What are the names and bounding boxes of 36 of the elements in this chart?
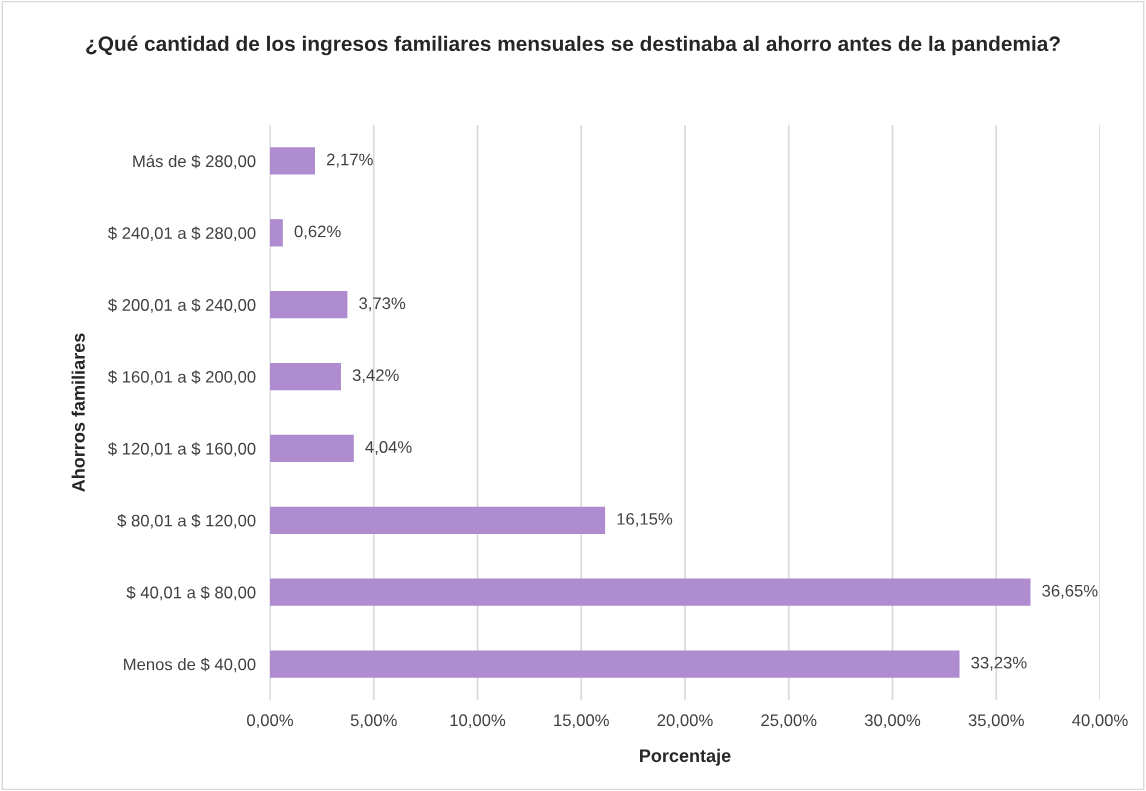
data-label: 3,73% bbox=[359, 297, 406, 312]
data-label: 16,15% bbox=[617, 512, 673, 527]
x-tick-label: 5,00% bbox=[350, 714, 397, 729]
data-label: 4,04% bbox=[365, 441, 412, 455]
y-tick-label: Más de $ 280,00 bbox=[133, 154, 256, 170]
x-tick-label: 25,00% bbox=[761, 714, 817, 729]
x-axis-title: Porcentaje bbox=[640, 748, 731, 766]
bar bbox=[270, 506, 606, 534]
y-tick-label: $ 240,01 a $ 280,00 bbox=[108, 226, 256, 241]
y-tick-label: $ 40,01 a $ 80,00 bbox=[126, 585, 256, 601]
y-tick-label: $ 80,01 a $ 120,00 bbox=[117, 514, 256, 529]
bar bbox=[270, 578, 1031, 606]
y-tick-label: $ 200,01 a $ 240,00 bbox=[108, 298, 256, 313]
data-label: 2,17% bbox=[326, 153, 373, 168]
x-tick-label: 10,00% bbox=[450, 714, 506, 729]
x-tick-label: 30,00% bbox=[864, 714, 921, 729]
bar bbox=[270, 219, 283, 247]
x-tick-label: 20,00% bbox=[657, 714, 713, 729]
data-label: 33,23% bbox=[971, 656, 1027, 671]
data-label: 36,65% bbox=[1042, 584, 1098, 599]
y-tick-label: Menos de $ 40,00 bbox=[124, 657, 256, 673]
bar bbox=[270, 650, 960, 678]
y-axis-title: Ahorros familiares bbox=[71, 333, 85, 492]
x-tick-label: 40,00% bbox=[1072, 714, 1128, 729]
data-label: 3,42% bbox=[352, 369, 399, 384]
bar bbox=[270, 434, 354, 463]
bar bbox=[270, 291, 348, 319]
bar bbox=[270, 362, 341, 391]
y-tick-label: $ 160,01 a $ 200,00 bbox=[108, 370, 256, 385]
x-tick-label: 35,00% bbox=[968, 714, 1024, 729]
x-tick-label: 15,00% bbox=[554, 714, 609, 729]
chart-title: ¿Qué cantidad de los ingresos familiares mensuales se destinaba al ahorro antes de la pandemia? bbox=[86, 35, 1060, 56]
x-tick-label: 0,00% bbox=[247, 714, 294, 729]
data-label: 0,62% bbox=[294, 225, 341, 240]
y-tick-label: $ 120,01 a $ 160,00 bbox=[108, 442, 256, 457]
bar bbox=[270, 147, 316, 175]
